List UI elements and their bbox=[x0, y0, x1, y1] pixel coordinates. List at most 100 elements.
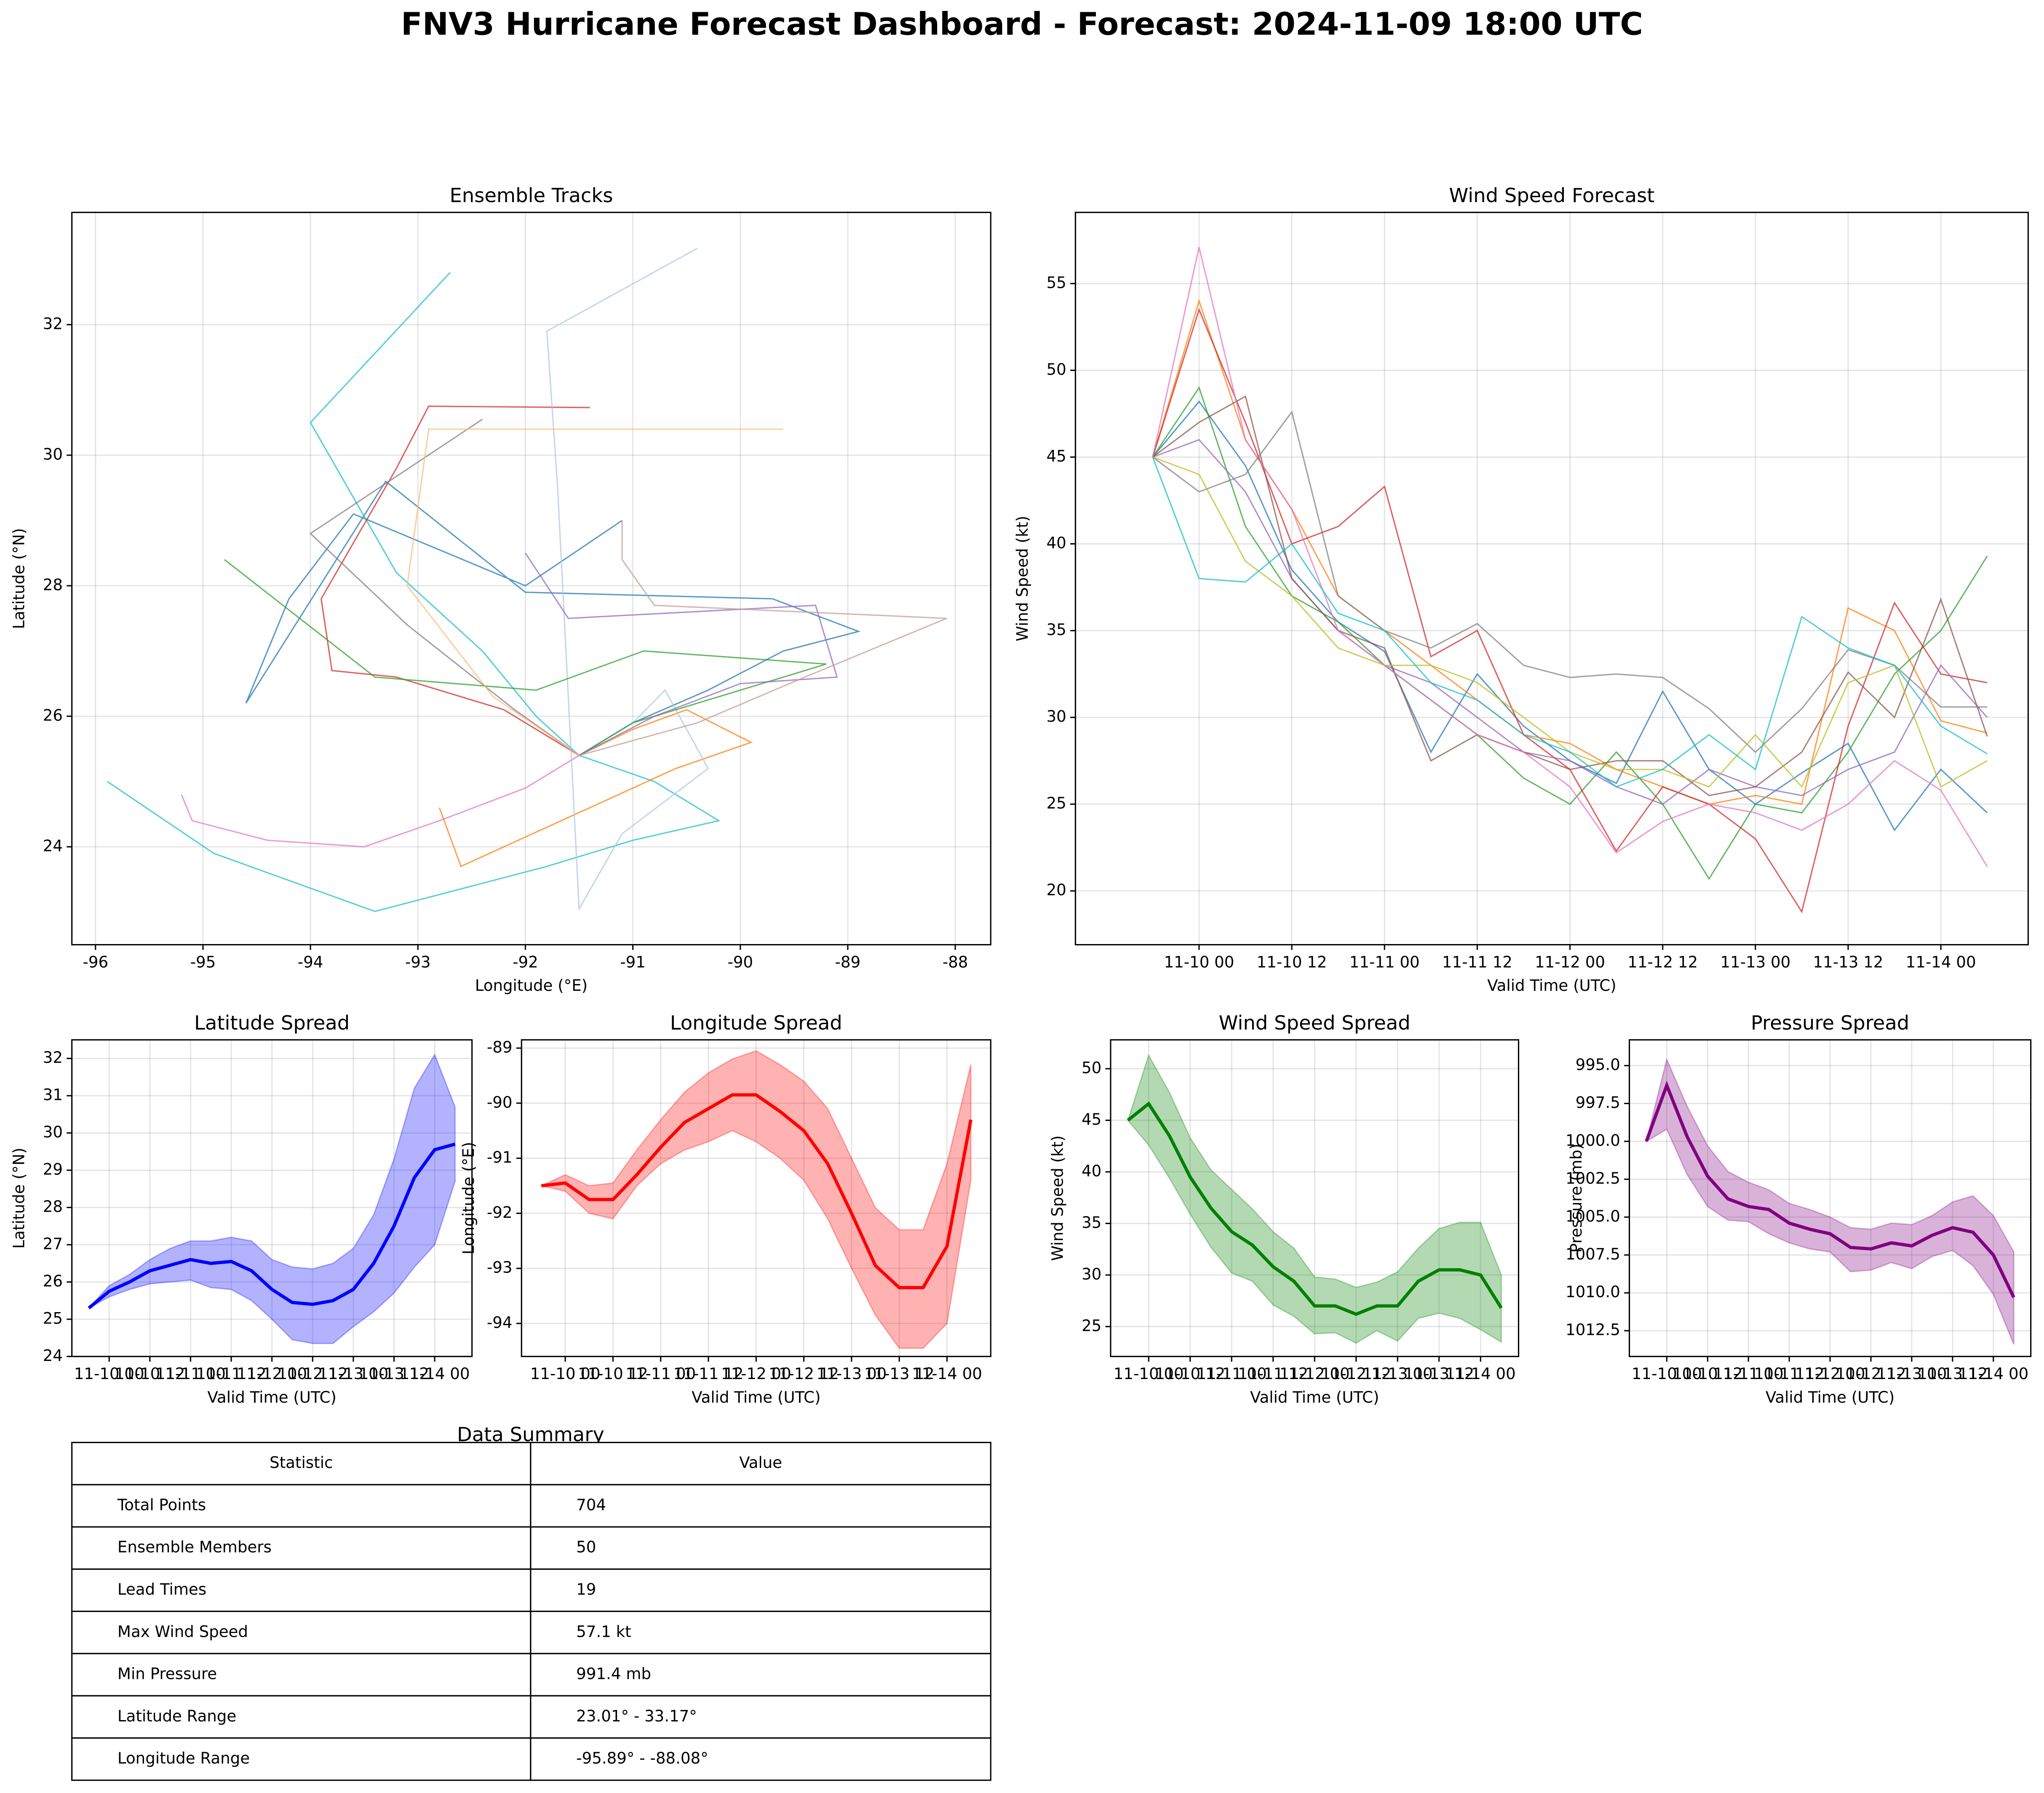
x-tick-label: 11-13 00 bbox=[318, 1365, 388, 1383]
y-axis-label: Pressure (mb) bbox=[1567, 1144, 1585, 1253]
table-text: 50 bbox=[576, 1538, 596, 1556]
y-tick-label: 28 bbox=[43, 1198, 63, 1216]
ensemble-line bbox=[406, 428, 783, 756]
x-tick-label: 11-10 00 bbox=[74, 1365, 144, 1383]
table-cell bbox=[530, 1653, 991, 1697]
x-tick-label: -94 bbox=[298, 953, 323, 971]
x-tick-label: 11-12 00 bbox=[237, 1365, 307, 1383]
y-tick-label: -93 bbox=[487, 1259, 513, 1277]
table-cell bbox=[71, 1568, 532, 1612]
x-tick-label: 11-10 00 bbox=[1164, 953, 1234, 971]
y-tick-label: 1010.0 bbox=[1566, 1283, 1620, 1301]
y-tick-label: 25 bbox=[1046, 794, 1066, 812]
plot-frame bbox=[521, 1039, 991, 1357]
x-axis-label: Valid Time (UTC) bbox=[1487, 977, 1616, 995]
x-tick-label: -89 bbox=[835, 953, 861, 971]
ensemble-line bbox=[579, 520, 947, 756]
x-axis-label: Valid Time (UTC) bbox=[207, 1388, 336, 1406]
x-tick-label: 11-13 00 bbox=[1876, 1365, 1947, 1383]
plot-frame bbox=[71, 211, 991, 946]
x-tick-label: 11-13 12 bbox=[1813, 953, 1884, 971]
ensemble-line bbox=[438, 709, 753, 867]
y-tick-label: -94 bbox=[487, 1313, 513, 1331]
y-tick-label: 30 bbox=[43, 445, 63, 463]
x-tick-label: 11-10 00 bbox=[530, 1365, 601, 1383]
x-tick-label: -91 bbox=[620, 953, 646, 971]
y-tick-label: 1005.0 bbox=[1566, 1207, 1620, 1225]
table-cell bbox=[530, 1526, 991, 1570]
x-tick-label: 11-12 00 bbox=[1535, 953, 1605, 971]
y-tick-label: 45 bbox=[1082, 1110, 1101, 1129]
x-tick-label: 11-11 12 bbox=[1754, 1365, 1825, 1383]
x-tick-label: 11-12 12 bbox=[1627, 953, 1698, 971]
table-text: -95.89° - -88.08° bbox=[576, 1749, 708, 1767]
y-axis-label: Wind Speed (kt) bbox=[1049, 1135, 1067, 1261]
y-tick-label: 32 bbox=[43, 1049, 63, 1067]
x-tick-label: 11-13 00 bbox=[1720, 953, 1790, 971]
x-tick-label: 11-14 00 bbox=[1445, 1365, 1516, 1383]
spread-band bbox=[1645, 1057, 2015, 1345]
table-cell bbox=[530, 1484, 991, 1528]
y-tick-label: 40 bbox=[1082, 1162, 1101, 1180]
y-tick-label: 45 bbox=[1046, 447, 1066, 465]
y-tick-label: 995.0 bbox=[1576, 1056, 1620, 1074]
y-tick-label: 50 bbox=[1082, 1059, 1101, 1077]
y-tick-label: 26 bbox=[43, 1272, 63, 1290]
table-text: 991.4 mb bbox=[576, 1665, 651, 1683]
y-tick-label: 1012.5 bbox=[1566, 1321, 1620, 1339]
y-tick-label: 20 bbox=[1046, 881, 1066, 899]
y-tick-label: 30 bbox=[1046, 707, 1066, 726]
y-tick-label: 28 bbox=[43, 576, 63, 594]
plot-frame bbox=[71, 1039, 473, 1357]
table-cell bbox=[71, 1484, 532, 1528]
x-tick-label: 11-12 00 bbox=[1280, 1365, 1350, 1383]
x-axis-label: Valid Time (UTC) bbox=[692, 1388, 820, 1406]
y-axis-label: Longitude (°E) bbox=[460, 1142, 478, 1254]
y-tick-label: 55 bbox=[1046, 274, 1066, 292]
y-axis-label: Latitude (°N) bbox=[10, 1147, 28, 1249]
mean-line bbox=[541, 1093, 973, 1289]
chart-title: Longitude Spread bbox=[670, 1011, 842, 1034]
ensemble-line bbox=[107, 755, 721, 913]
table-header: Value bbox=[739, 1454, 782, 1472]
y-tick-label: 1000.0 bbox=[1566, 1131, 1620, 1150]
spread-band bbox=[1127, 1054, 1502, 1344]
x-tick-label: 11-11 00 bbox=[625, 1365, 696, 1383]
ensemble-line bbox=[224, 559, 827, 756]
x-tick-label: -95 bbox=[190, 953, 216, 971]
y-tick-label: -90 bbox=[487, 1093, 513, 1111]
plot-frame bbox=[1074, 211, 2029, 946]
y-tick-label: 25 bbox=[43, 1309, 63, 1327]
table-text: 57.1 kt bbox=[576, 1622, 631, 1641]
x-tick-label: 11-10 12 bbox=[1155, 1365, 1225, 1383]
ensemble-line bbox=[1152, 247, 1988, 867]
y-tick-label: 32 bbox=[43, 315, 63, 333]
x-tick-label: 11-14 00 bbox=[1906, 953, 1976, 971]
x-tick-label: 11-13 12 bbox=[1917, 1365, 1988, 1383]
ensemble-line bbox=[309, 419, 580, 756]
table-cell bbox=[530, 1737, 991, 1781]
table-cell bbox=[71, 1695, 532, 1739]
x-tick-label: 11-12 00 bbox=[1795, 1365, 1865, 1383]
mean-line bbox=[88, 1142, 456, 1310]
y-tick-label: 25 bbox=[1082, 1317, 1101, 1335]
x-tick-label: 11-13 12 bbox=[1404, 1365, 1474, 1383]
x-tick-label: -90 bbox=[727, 953, 753, 971]
plot-frame bbox=[1628, 1039, 2032, 1357]
chart-title: Latitude Spread bbox=[194, 1011, 350, 1034]
table-text: Total Points bbox=[117, 1496, 206, 1514]
x-tick-label: 11-12 12 bbox=[278, 1365, 348, 1383]
y-tick-label: 30 bbox=[1082, 1265, 1101, 1283]
y-tick-label: 31 bbox=[43, 1086, 63, 1104]
y-tick-label: 1002.5 bbox=[1566, 1169, 1620, 1187]
x-tick-label: 11-12 00 bbox=[721, 1365, 791, 1383]
y-tick-label: 24 bbox=[43, 837, 63, 855]
x-tick-label: 11-11 00 bbox=[1713, 1365, 1784, 1383]
ensemble-line bbox=[1152, 456, 1988, 788]
x-tick-label: 11-10 00 bbox=[1114, 1365, 1184, 1383]
y-tick-label: -91 bbox=[487, 1148, 513, 1166]
table-text: Latitude Range bbox=[118, 1707, 236, 1725]
y-axis-label: Wind Speed (kt) bbox=[1013, 516, 1031, 641]
